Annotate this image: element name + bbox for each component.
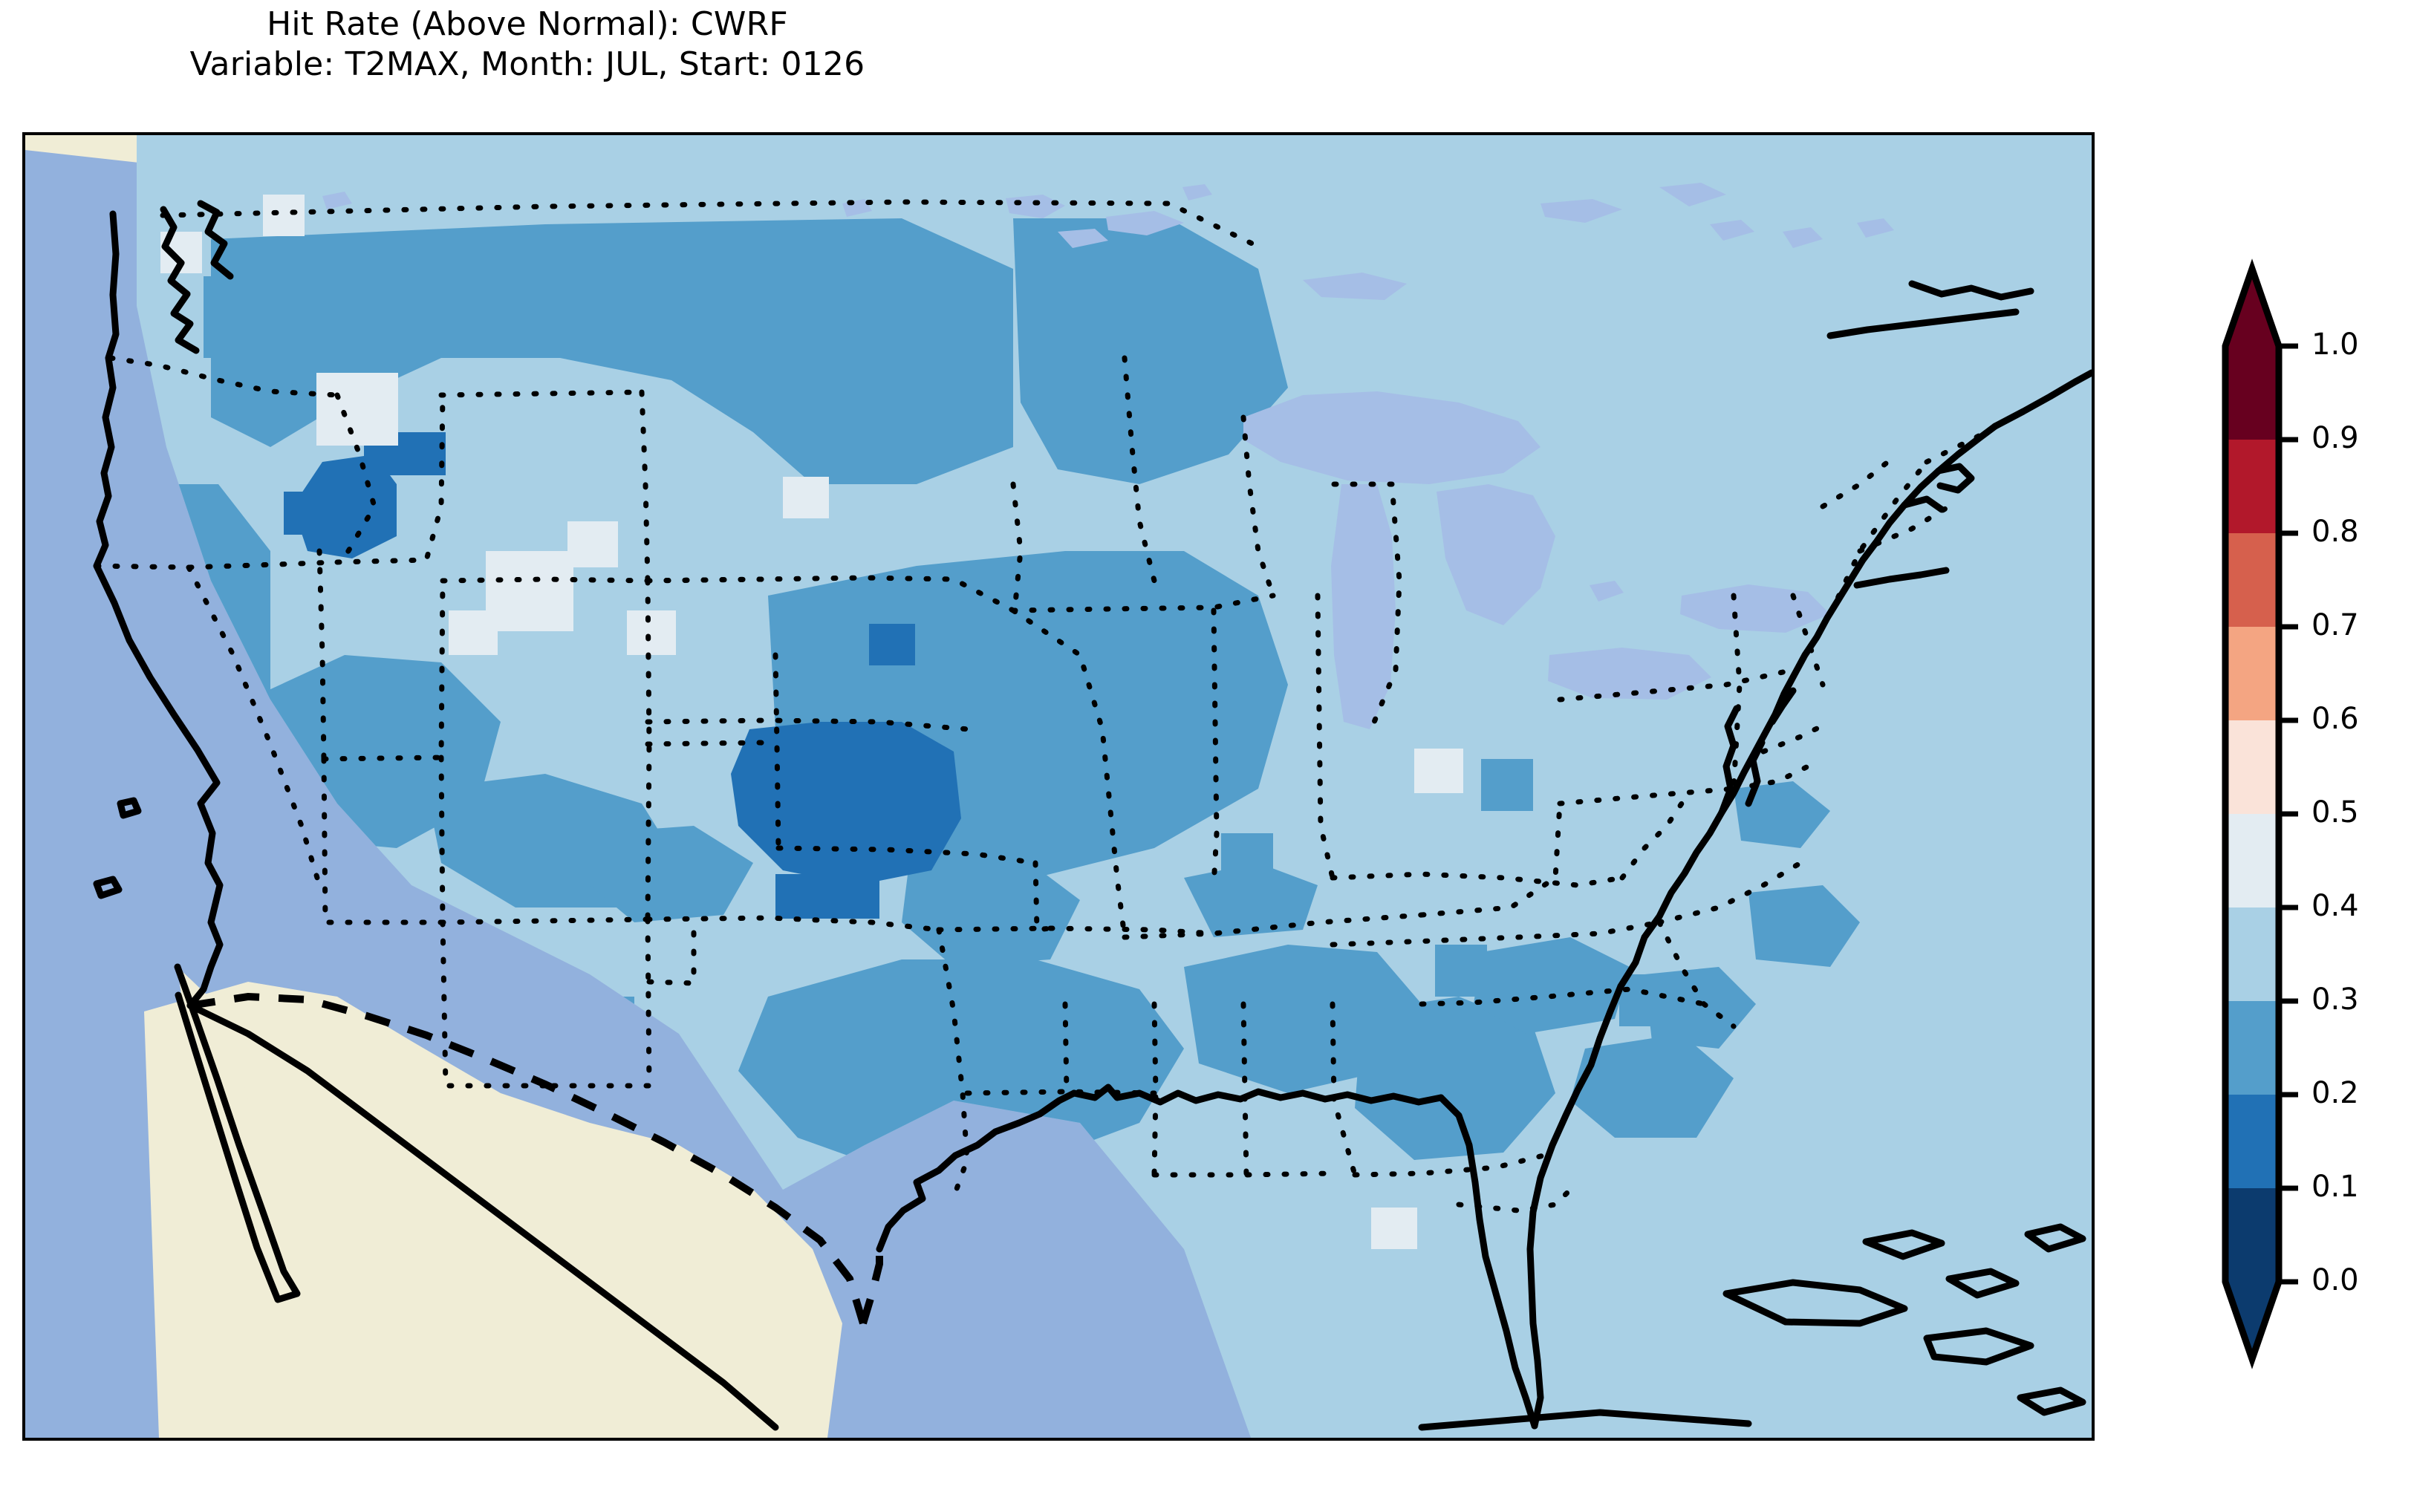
colorbar-extend-max bbox=[2225, 269, 2279, 346]
colorbar-band bbox=[2225, 1001, 2279, 1095]
colorbar-tick-label: 0.7 bbox=[2311, 608, 2359, 642]
colorbar-tick-label: 0.4 bbox=[2311, 889, 2359, 923]
colorbar-tick-label: 0.3 bbox=[2311, 983, 2359, 1017]
colorbar-tick-label: 0.9 bbox=[2311, 421, 2359, 455]
figure-root: Hit Rate (Above Normal): CWRF Variable: … bbox=[0, 4, 2359, 1441]
title-line-2: Variable: T2MAX, Month: JUL, Start: 0126 bbox=[189, 45, 865, 83]
national-borders bbox=[189, 992, 883, 1325]
colorbar-band bbox=[2225, 346, 2279, 440]
colorbar-tick-label: 0.5 bbox=[2311, 795, 2359, 830]
colorbar-bands bbox=[2225, 269, 2279, 1359]
colorbar-band bbox=[2225, 907, 2279, 1002]
colorbar-ticks: 1.0 0.9 0.8 0.7 0.6 0.5 0.4 0.3 0.2 0.1 0.0 bbox=[2279, 328, 2359, 1297]
colorbar-band bbox=[2225, 533, 2279, 628]
colorbar-band bbox=[2225, 627, 2279, 721]
figure-title: Hit Rate (Above Normal): CWRF Variable: … bbox=[0, 4, 1055, 85]
state-borders bbox=[94, 199, 1989, 1213]
colorbar-tick-label: 0.0 bbox=[2311, 1263, 2359, 1297]
colorbar-tick-label: 0.1 bbox=[2311, 1170, 2359, 1204]
colorbar-tick-label: 0.6 bbox=[2311, 702, 2359, 736]
colorbar-tick-label: 0.8 bbox=[2311, 515, 2359, 549]
map-panel[interactable] bbox=[22, 132, 2095, 1441]
colorbar-band bbox=[2225, 440, 2279, 534]
conus-hit-rate-map bbox=[25, 135, 2092, 1438]
colorbar-band bbox=[2225, 1095, 2279, 1189]
coastlines bbox=[93, 200, 2092, 1431]
colorbar-band bbox=[2225, 720, 2279, 815]
colorbar-svg: 1.0 0.9 0.8 0.7 0.6 0.5 0.4 0.3 0.2 0.1 0.0 bbox=[2222, 258, 2359, 1369]
colorbar-band bbox=[2225, 814, 2279, 908]
colorbar-tick-label: 0.2 bbox=[2311, 1076, 2359, 1110]
colorbar-extend-min bbox=[2225, 1282, 2279, 1359]
colorbar-tick-label: 1.0 bbox=[2311, 328, 2359, 362]
colorbar-band bbox=[2225, 1188, 2279, 1283]
colorbar[interactable]: 1.00.90.80.70.60.50.40.30.20.10.0 Hit Ra… bbox=[2221, 235, 2359, 1369]
title-line-1: Hit Rate (Above Normal): CWRF bbox=[267, 5, 788, 43]
lakes-layer bbox=[322, 183, 1894, 729]
